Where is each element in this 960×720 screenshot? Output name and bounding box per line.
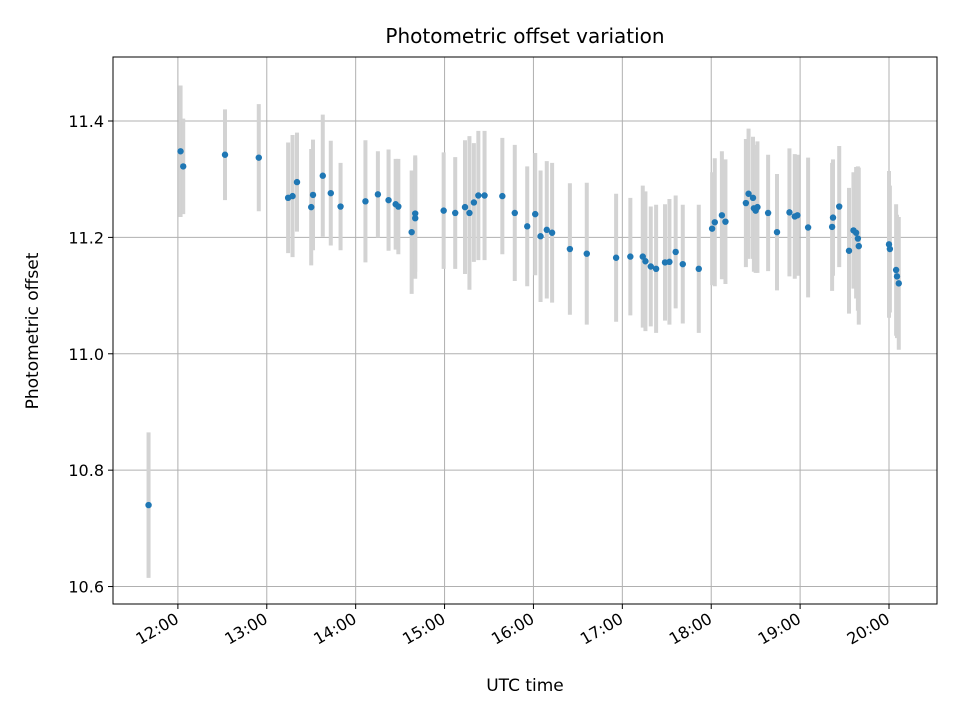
data-point bbox=[466, 209, 473, 217]
data-point bbox=[639, 253, 646, 260]
data-point bbox=[327, 189, 334, 197]
data-point bbox=[652, 265, 660, 273]
data-point bbox=[754, 203, 761, 211]
data-point bbox=[289, 192, 296, 200]
data-point bbox=[679, 260, 686, 268]
y-tick-label: 11.2 bbox=[68, 228, 104, 247]
y-axis-ticks: 10.6 10.8 11.0 11.2 11.4 bbox=[68, 112, 113, 597]
data-point bbox=[647, 263, 654, 270]
data-point bbox=[886, 245, 894, 253]
data-point bbox=[672, 248, 679, 256]
data-point bbox=[440, 207, 447, 214]
data-point bbox=[461, 203, 469, 211]
data-points bbox=[145, 148, 902, 509]
y-tick-label: 10.8 bbox=[68, 461, 104, 480]
data-point bbox=[583, 250, 590, 257]
data-point bbox=[255, 154, 262, 161]
data-point bbox=[177, 148, 184, 155]
data-point bbox=[845, 247, 853, 254]
data-point bbox=[804, 224, 812, 231]
y-tick-label: 11.0 bbox=[68, 345, 104, 364]
data-point bbox=[145, 501, 152, 509]
y-tick-label: 11.4 bbox=[68, 112, 104, 131]
data-point bbox=[749, 194, 757, 202]
data-point bbox=[537, 233, 544, 240]
data-point bbox=[374, 191, 382, 198]
data-point bbox=[895, 280, 902, 287]
y-axis-label: Photometric offset bbox=[23, 252, 43, 409]
data-point bbox=[773, 228, 781, 236]
data-point bbox=[308, 203, 315, 211]
data-point bbox=[852, 229, 860, 236]
plot-frame bbox=[112, 56, 938, 605]
data-point bbox=[362, 198, 369, 205]
data-point bbox=[481, 192, 488, 199]
data-point bbox=[722, 218, 729, 225]
data-point bbox=[855, 242, 862, 250]
data-point bbox=[412, 214, 419, 222]
data-point bbox=[337, 203, 344, 210]
y-tick-label: 10.6 bbox=[68, 578, 104, 597]
data-point bbox=[711, 219, 718, 226]
data-point bbox=[309, 191, 317, 199]
chart-title: Photometric offset variation bbox=[385, 24, 664, 48]
data-point bbox=[794, 212, 801, 219]
data-point bbox=[829, 214, 837, 221]
data-point bbox=[499, 192, 506, 200]
data-point bbox=[408, 228, 415, 236]
grid-lines bbox=[113, 57, 937, 604]
data-point bbox=[475, 192, 482, 199]
x-axis-label: UTC time bbox=[486, 676, 564, 696]
data-point bbox=[612, 254, 620, 261]
data-point bbox=[412, 210, 419, 217]
data-point bbox=[293, 178, 301, 186]
data-point bbox=[385, 196, 392, 204]
data-point bbox=[893, 273, 901, 280]
data-point bbox=[695, 265, 702, 273]
data-point bbox=[627, 253, 634, 260]
data-point bbox=[742, 199, 750, 207]
data-point bbox=[319, 172, 326, 179]
data-point bbox=[524, 223, 531, 230]
data-point bbox=[221, 151, 229, 158]
data-point bbox=[470, 199, 478, 206]
data-point bbox=[566, 245, 574, 253]
data-point bbox=[828, 223, 836, 231]
data-point bbox=[532, 210, 539, 218]
data-point bbox=[452, 209, 459, 217]
data-point bbox=[511, 209, 518, 217]
data-point bbox=[718, 212, 726, 219]
data-point bbox=[764, 209, 772, 217]
data-point bbox=[854, 235, 862, 242]
data-point bbox=[395, 203, 402, 210]
data-point bbox=[548, 229, 556, 236]
data-point bbox=[180, 163, 187, 170]
data-point bbox=[786, 209, 793, 216]
data-point bbox=[642, 258, 649, 265]
data-point bbox=[836, 203, 843, 210]
data-point bbox=[745, 190, 752, 197]
data-point bbox=[543, 226, 550, 234]
data-point bbox=[666, 258, 673, 266]
data-point bbox=[892, 266, 900, 274]
data-point bbox=[708, 225, 716, 232]
